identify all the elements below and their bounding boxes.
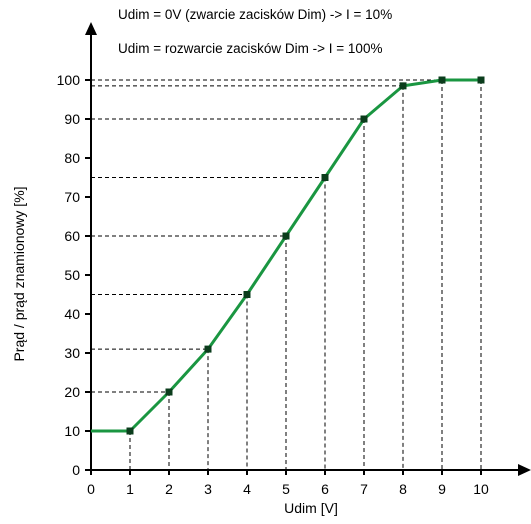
x-tick-label: 8 [399, 481, 407, 497]
data-point [282, 232, 290, 240]
x-axis-arrow [518, 464, 531, 476]
data-point [438, 76, 446, 84]
data-point [243, 291, 251, 298]
data-point [165, 388, 173, 396]
y-tick-label: 50 [64, 267, 80, 283]
y-tick-label: 100 [57, 72, 81, 88]
data-point [321, 174, 329, 181]
x-tick-label: 7 [360, 481, 368, 497]
x-tick-label: 10 [473, 481, 489, 497]
data-point [126, 427, 134, 435]
y-tick-label: 40 [64, 306, 80, 322]
x-tick-label: 1 [126, 481, 134, 497]
x-tick-label: 4 [243, 481, 251, 497]
drop-lines [91, 79, 482, 470]
data-point [360, 115, 368, 123]
x-axis-label: Udim [V] [284, 500, 338, 516]
x-tick-label: 5 [282, 481, 290, 497]
y-tick-label: 90 [64, 111, 80, 127]
x-tick-label: 3 [204, 481, 212, 497]
y-tick-label: 80 [64, 150, 80, 166]
y-tick-label: 70 [64, 189, 80, 205]
x-tick-label: 9 [438, 481, 446, 497]
series-markers [126, 76, 485, 435]
annotation-line-2: Udim = rozwarcie zacisków Dim -> I = 100… [118, 41, 382, 56]
data-point [477, 76, 485, 84]
data-point [204, 345, 212, 353]
x-tick-label: 0 [87, 481, 95, 497]
y-tick-label: 20 [64, 384, 80, 400]
y-tick-label: 30 [64, 345, 80, 361]
y-tick-label: 10 [64, 423, 80, 439]
x-tick-label: 6 [321, 481, 329, 497]
y-tick-label: 0 [72, 462, 80, 478]
x-tick-label: 2 [165, 481, 173, 497]
x-ticks: 0 1 2 3 4 5 6 7 8 9 10 [87, 470, 489, 497]
y-tick-label: 60 [64, 228, 80, 244]
y-axis-arrow [85, 22, 97, 35]
data-point [399, 82, 407, 90]
y-axis-label: Prąd / prąd znamionowy [%] [11, 186, 27, 361]
y-ticks: 0 10 20 30 40 50 60 70 80 90 100 [57, 72, 91, 478]
annotation-line-1: Udim = 0V (zwarcie zacisków Dim) -> I = … [118, 7, 392, 22]
